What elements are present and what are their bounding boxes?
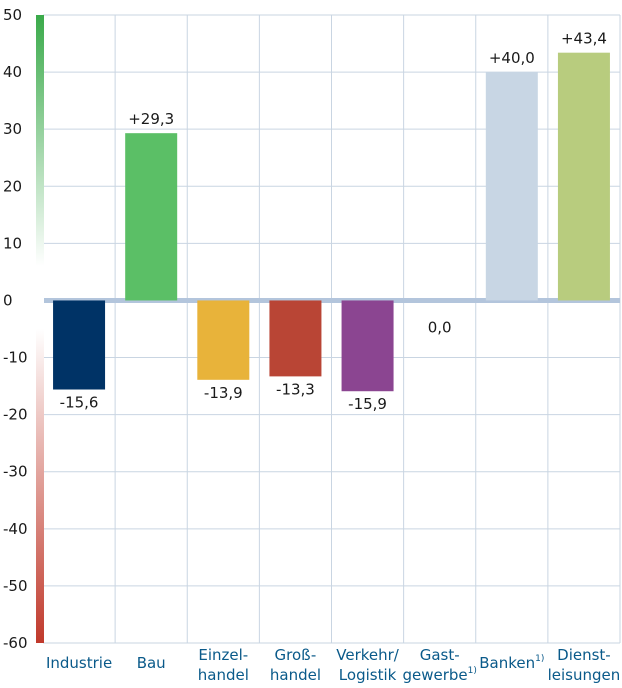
category-label: Industrie: [46, 654, 112, 672]
y-tick-label: -30: [3, 463, 28, 481]
bar: [557, 52, 610, 301]
bar: [197, 300, 250, 380]
y-tick-label: -40: [3, 520, 28, 538]
category-label: Dienst-: [557, 646, 611, 664]
category-label: leisungen: [548, 666, 621, 684]
value-label: -13,3: [276, 380, 315, 398]
value-label: -15,9: [348, 395, 387, 413]
category-label: Groß-: [275, 646, 317, 664]
category-label: handel: [198, 666, 249, 684]
value-label: +40,0: [489, 49, 535, 67]
category-label: Verkehr/: [336, 646, 400, 664]
category-label: handel: [270, 666, 321, 684]
category-label: Bau: [137, 654, 166, 672]
category-label: gewerbe1): [402, 666, 476, 684]
category-label: Einzel-: [198, 646, 248, 664]
labels: 50 40 30 20 10 0 -10 -20 -30 -40 -50 -60 -15,6 Indust…: [3, 6, 620, 684]
value-label: +43,4: [561, 30, 607, 48]
footnote-marker: 1): [468, 666, 477, 676]
category-label: Logistik: [339, 666, 397, 684]
y-tick-label: -60: [3, 634, 28, 652]
bar: [341, 300, 394, 392]
y-tick-label: -20: [3, 406, 28, 424]
bar: [485, 72, 538, 301]
y-tick-label: -50: [3, 577, 28, 595]
y-axis-strip: [36, 15, 44, 643]
y-tick-label: -10: [3, 349, 28, 367]
value-label: +29,3: [128, 110, 174, 128]
y-tick-label: 50: [3, 6, 22, 24]
bar: [269, 300, 322, 377]
value-label: 0,0: [428, 318, 452, 336]
grid-lines: [43, 14, 621, 644]
bar: [125, 133, 178, 301]
y-tick-label: 40: [3, 63, 22, 81]
category-label: Gast-: [420, 646, 460, 664]
y-tick-label: 0: [3, 291, 13, 309]
value-label: -15,6: [60, 394, 99, 412]
y-tick-label: 20: [3, 177, 22, 195]
category-label: Banken1): [479, 654, 544, 672]
y-axis: [36, 15, 44, 643]
y-tick-label: 30: [3, 120, 22, 138]
bar: [53, 300, 106, 390]
value-label: -13,9: [204, 384, 243, 402]
footnote-marker: 1): [535, 654, 544, 664]
y-tick-label: 10: [3, 234, 22, 252]
bars: [53, 52, 610, 392]
